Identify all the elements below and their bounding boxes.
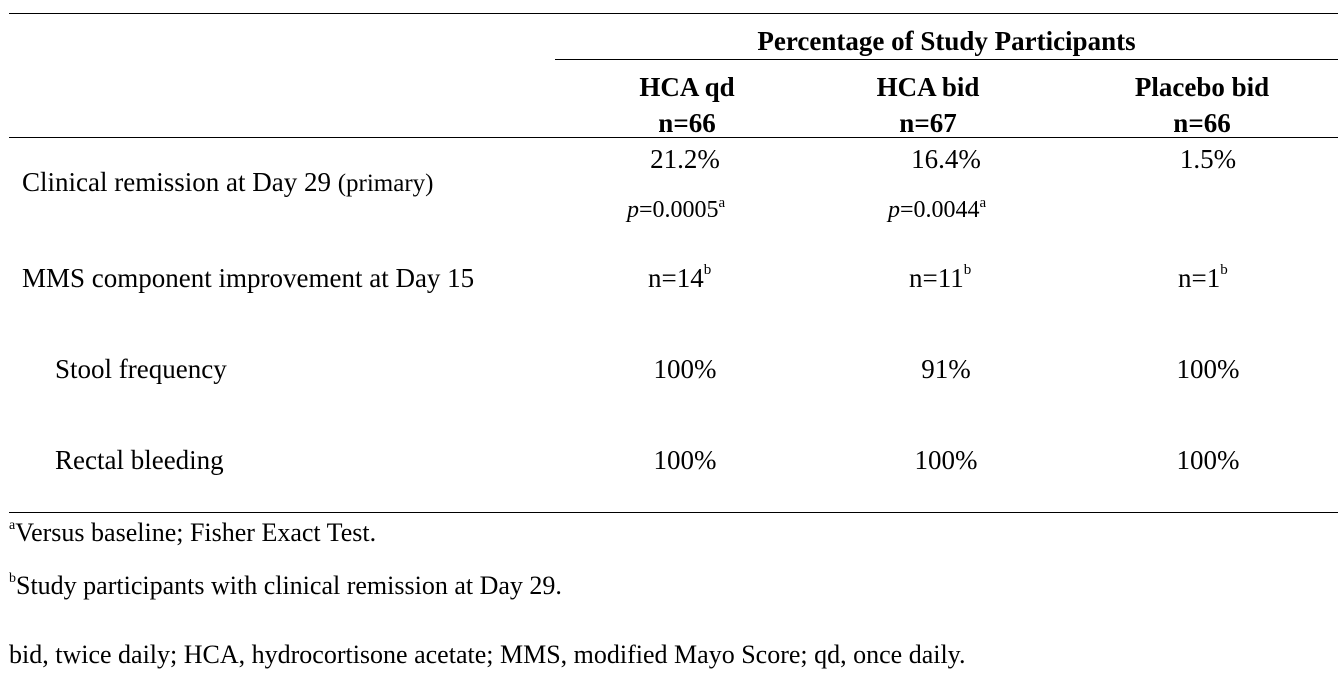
group-header-rule <box>555 59 1338 60</box>
remission-value-hca-bid: 16.4% <box>911 144 981 174</box>
mms-count: n=11 <box>909 263 964 293</box>
footnote-a: aVersus baseline; Fisher Exact Test. <box>9 518 377 547</box>
pvalue-prefix: p <box>888 197 900 223</box>
pvalue-number: =0.0044 <box>900 197 980 223</box>
pvalue-number: =0.0005 <box>639 197 719 223</box>
remission-label-suffix: (primary) <box>337 170 434 197</box>
footnote-b-text: Study participants with clinical remissi… <box>16 571 562 600</box>
mms-value-placebo: n=1b <box>1178 262 1228 293</box>
bleeding-value-hca-bid: 100% <box>914 445 978 475</box>
footnote-a-mark: a <box>9 518 16 533</box>
pvalue-prefix: p <box>627 197 639 223</box>
footnote-mark-b: b <box>963 262 972 278</box>
col-n-placebo-bid: n=66 <box>1173 108 1231 138</box>
group-header: Percentage of Study Participants <box>757 26 1136 56</box>
abbreviations-note: bid, twice daily; HCA, hydrocortisone ac… <box>9 640 966 669</box>
stool-value-hca-qd: 100% <box>653 354 717 384</box>
footnote-a-text: Versus baseline; Fisher Exact Test. <box>15 518 377 547</box>
mms-count: n=14 <box>648 263 704 293</box>
mms-value-hca-bid: n=11b <box>909 262 972 293</box>
remission-pvalue-hca-bid: p=0.0044a <box>888 195 987 223</box>
footnote-mark-b: b <box>703 262 712 278</box>
footnote-mark-b: b <box>1220 262 1228 278</box>
stool-value-placebo: 100% <box>1176 354 1240 384</box>
row-label-stool: Stool frequency <box>55 354 227 384</box>
footnote-b-mark: b <box>9 571 16 586</box>
table-bottom-rule <box>9 512 1338 513</box>
remission-pvalue-hca-qd: p=0.0005a <box>627 195 726 223</box>
footnote-b: bStudy participants with clinical remiss… <box>9 571 562 600</box>
row-label-mms: MMS component improvement at Day 15 <box>22 263 475 293</box>
mms-count: n=1 <box>1178 263 1221 293</box>
stool-value-hca-bid: 91% <box>921 354 971 384</box>
row-label-remission: Clinical remission at Day 29 (primary) <box>22 167 434 197</box>
bleeding-value-placebo: 100% <box>1176 445 1240 475</box>
table-top-rule <box>9 13 1338 14</box>
col-header-hca-qd: HCA qd <box>639 72 735 102</box>
col-header-hca-bid: HCA bid <box>876 72 980 102</box>
header-bottom-rule <box>9 137 1338 138</box>
bleeding-value-hca-qd: 100% <box>653 445 717 475</box>
mms-value-hca-qd: n=14b <box>648 262 712 293</box>
col-n-hca-qd: n=66 <box>658 108 716 138</box>
col-n-hca-bid: n=67 <box>899 108 957 138</box>
remission-label-text: Clinical remission at Day 29 <box>22 167 331 197</box>
remission-value-hca-qd: 21.2% <box>650 144 720 174</box>
footnote-mark-a: a <box>979 195 987 211</box>
col-header-placebo-bid: Placebo bid <box>1134 72 1270 102</box>
row-label-bleeding: Rectal bleeding <box>55 445 224 475</box>
footnote-mark-a: a <box>718 195 726 211</box>
remission-value-placebo: 1.5% <box>1179 144 1237 174</box>
